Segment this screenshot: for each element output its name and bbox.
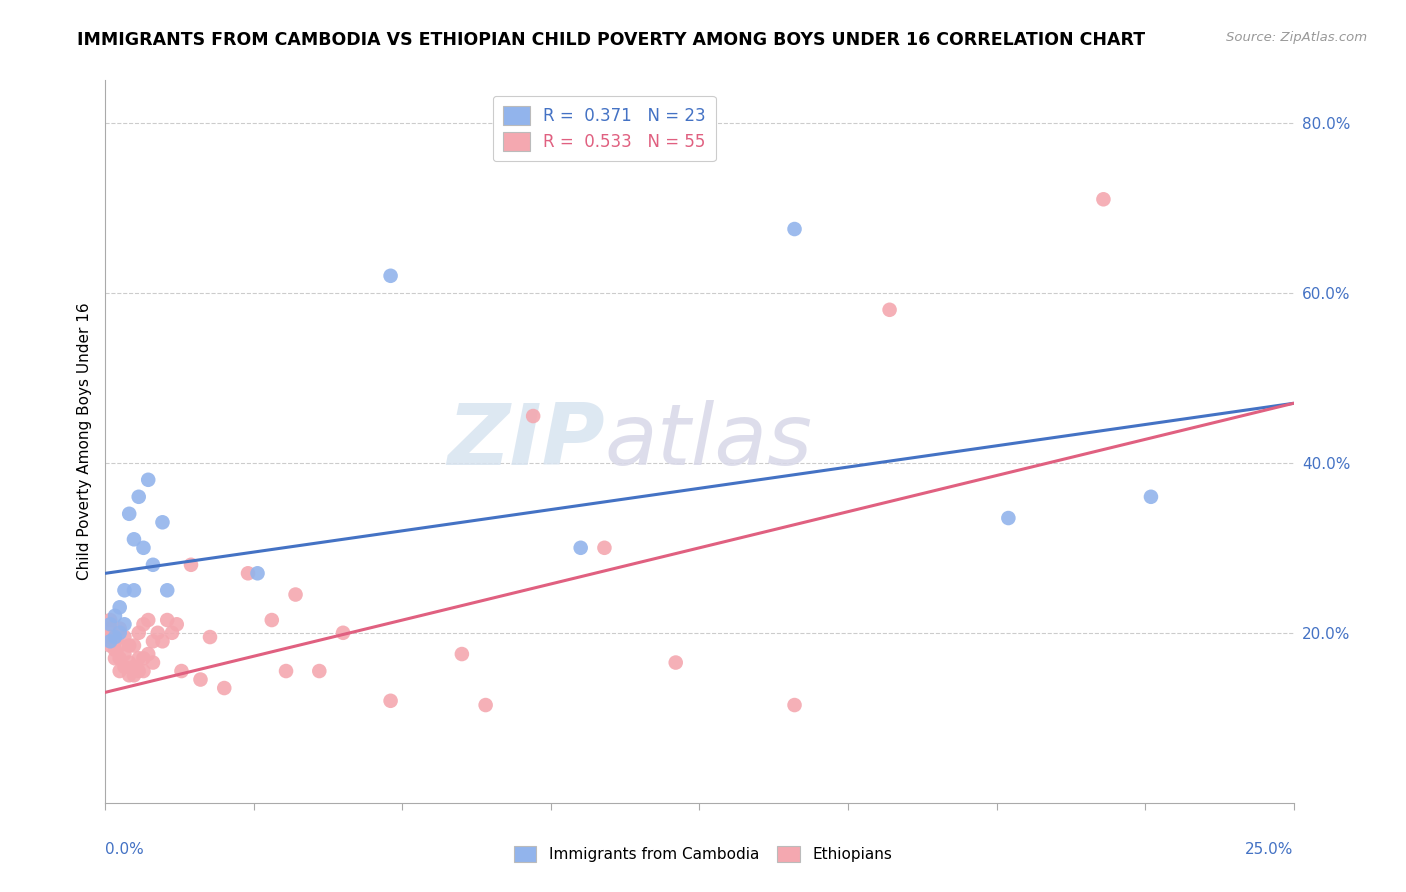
Point	[1140, 490, 1163, 504]
Legend: Immigrants from Cambodia, Ethiopians: Immigrants from Cambodia, Ethiopians	[508, 839, 898, 868]
Point	[118, 656, 141, 670]
Point	[569, 541, 592, 555]
Point	[114, 647, 136, 661]
Point	[104, 630, 127, 644]
Point	[98, 630, 121, 644]
Point	[142, 656, 165, 670]
Point	[156, 613, 179, 627]
Point	[180, 558, 202, 572]
Point	[152, 516, 174, 530]
Text: 25.0%: 25.0%	[1246, 842, 1294, 856]
Point	[114, 617, 136, 632]
Point	[132, 651, 155, 665]
Point	[136, 473, 159, 487]
Point	[146, 625, 169, 640]
Point	[122, 660, 145, 674]
Point	[522, 409, 544, 423]
Point	[118, 639, 141, 653]
Point	[170, 664, 193, 678]
Point	[198, 630, 221, 644]
Point	[274, 664, 297, 678]
Point	[98, 634, 121, 648]
Point	[260, 613, 283, 627]
Point	[98, 617, 121, 632]
Point	[104, 651, 127, 665]
Point	[190, 673, 212, 687]
Point	[236, 566, 259, 581]
Point	[380, 694, 402, 708]
Point	[108, 600, 131, 615]
Point	[879, 302, 901, 317]
Point	[156, 583, 179, 598]
Point	[783, 698, 806, 712]
Point	[783, 222, 806, 236]
Point	[128, 625, 150, 640]
Point	[152, 634, 174, 648]
Point	[665, 656, 688, 670]
Point	[122, 639, 145, 653]
Point	[128, 664, 150, 678]
Text: IMMIGRANTS FROM CAMBODIA VS ETHIOPIAN CHILD POVERTY AMONG BOYS UNDER 16 CORRELAT: IMMIGRANTS FROM CAMBODIA VS ETHIOPIAN CH…	[77, 31, 1146, 49]
Point	[104, 634, 127, 648]
Point	[108, 622, 131, 636]
Point	[214, 681, 236, 695]
Text: 0.0%: 0.0%	[105, 842, 145, 856]
Point	[122, 583, 145, 598]
Point	[128, 651, 150, 665]
Point	[997, 511, 1019, 525]
Point	[118, 668, 141, 682]
Point	[132, 541, 155, 555]
Point	[122, 533, 145, 547]
Point	[136, 647, 159, 661]
Point	[114, 583, 136, 598]
Point	[104, 608, 127, 623]
Point	[114, 660, 136, 674]
Y-axis label: Child Poverty Among Boys Under 16: Child Poverty Among Boys Under 16	[76, 302, 91, 581]
Point	[98, 613, 121, 627]
Point	[246, 566, 269, 581]
Point	[132, 664, 155, 678]
Point	[104, 642, 127, 657]
Point	[114, 630, 136, 644]
Point	[122, 668, 145, 682]
Point	[1092, 192, 1115, 206]
Point	[132, 617, 155, 632]
Text: Source: ZipAtlas.com: Source: ZipAtlas.com	[1226, 31, 1367, 45]
Point	[108, 664, 131, 678]
Point	[142, 558, 165, 572]
Text: ZIP: ZIP	[447, 400, 605, 483]
Point	[284, 588, 307, 602]
Point	[136, 613, 159, 627]
Point	[142, 634, 165, 648]
Point	[108, 625, 131, 640]
Point	[593, 541, 616, 555]
Point	[474, 698, 496, 712]
Point	[160, 625, 183, 640]
Point	[108, 639, 131, 653]
Point	[98, 639, 121, 653]
Point	[118, 507, 141, 521]
Point	[98, 622, 121, 636]
Point	[332, 625, 354, 640]
Point	[450, 647, 472, 661]
Point	[308, 664, 330, 678]
Point	[108, 651, 131, 665]
Text: atlas: atlas	[605, 400, 813, 483]
Point	[166, 617, 188, 632]
Point	[380, 268, 402, 283]
Point	[128, 490, 150, 504]
Legend: R =  0.371   N = 23, R =  0.533   N = 55: R = 0.371 N = 23, R = 0.533 N = 55	[494, 95, 716, 161]
